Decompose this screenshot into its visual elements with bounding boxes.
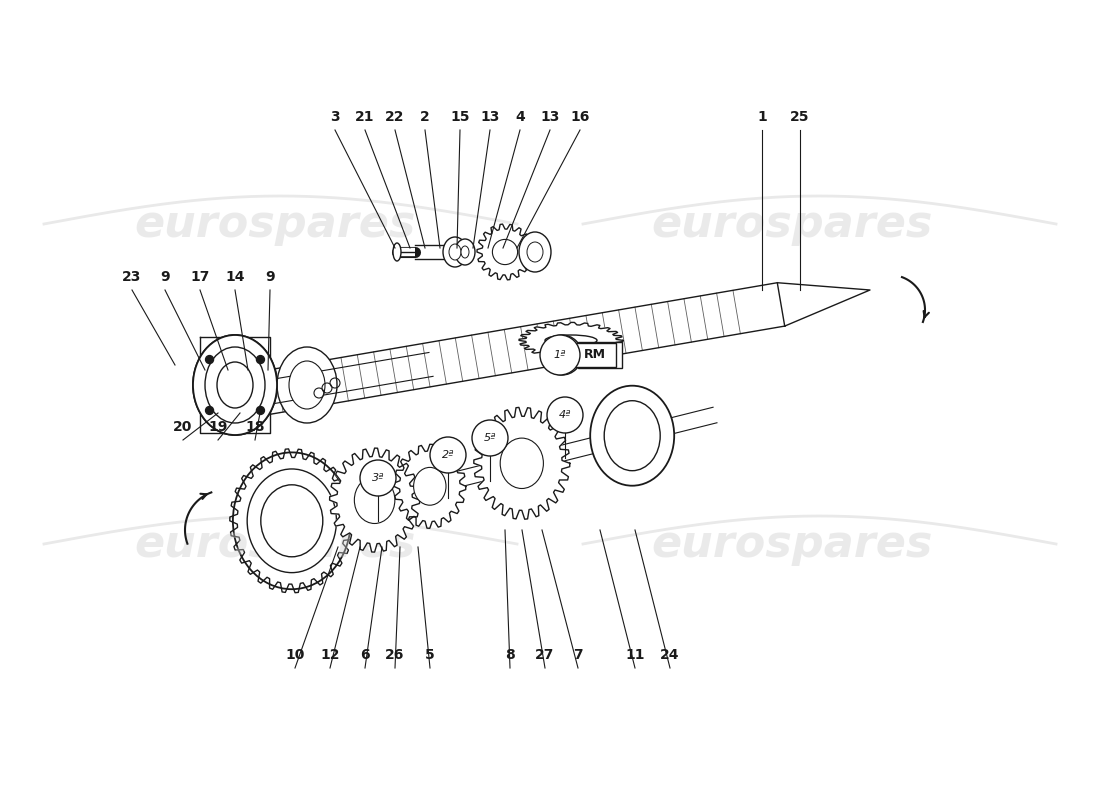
Circle shape: [472, 420, 508, 456]
Text: 18: 18: [245, 420, 265, 434]
Text: RM: RM: [588, 349, 610, 362]
Polygon shape: [778, 282, 870, 326]
Text: 22: 22: [385, 110, 405, 124]
Ellipse shape: [192, 335, 277, 435]
Ellipse shape: [192, 335, 277, 435]
Circle shape: [542, 335, 582, 375]
Text: 6: 6: [360, 648, 370, 662]
Text: 9: 9: [161, 270, 169, 284]
Ellipse shape: [519, 232, 551, 272]
Ellipse shape: [393, 243, 402, 261]
Text: 20: 20: [174, 420, 192, 434]
Text: 3ª: 3ª: [372, 473, 384, 483]
Text: eurospares: eurospares: [651, 202, 933, 246]
Text: 4ª: 4ª: [559, 410, 571, 420]
Ellipse shape: [217, 362, 253, 408]
FancyBboxPatch shape: [574, 343, 616, 367]
Ellipse shape: [414, 467, 446, 506]
Polygon shape: [230, 449, 354, 593]
Ellipse shape: [248, 469, 337, 573]
Circle shape: [360, 460, 396, 496]
Text: 16: 16: [570, 110, 590, 124]
Ellipse shape: [443, 237, 468, 267]
Ellipse shape: [289, 361, 324, 409]
Polygon shape: [519, 322, 623, 358]
Text: 8: 8: [505, 648, 515, 662]
Text: 13: 13: [481, 110, 499, 124]
Text: 9: 9: [265, 270, 275, 284]
Text: 25: 25: [790, 110, 810, 124]
Text: eurospares: eurospares: [134, 202, 416, 246]
Circle shape: [540, 335, 580, 375]
Ellipse shape: [493, 239, 518, 265]
Ellipse shape: [544, 335, 597, 346]
Circle shape: [256, 406, 264, 414]
Text: 26: 26: [385, 648, 405, 662]
Text: 13: 13: [540, 110, 560, 124]
Polygon shape: [330, 448, 419, 552]
Polygon shape: [477, 224, 534, 280]
Circle shape: [547, 397, 583, 433]
Text: 3: 3: [330, 110, 340, 124]
Text: 1: 1: [757, 110, 767, 124]
Ellipse shape: [233, 452, 351, 589]
Text: RM: RM: [584, 349, 606, 362]
Polygon shape: [200, 337, 270, 433]
Text: 1ª: 1ª: [556, 349, 569, 362]
Ellipse shape: [202, 345, 268, 425]
Text: 7: 7: [573, 648, 583, 662]
Ellipse shape: [500, 438, 543, 489]
Text: eurospares: eurospares: [134, 522, 416, 566]
Text: 17: 17: [190, 270, 210, 284]
Ellipse shape: [455, 239, 475, 265]
Text: 23: 23: [122, 270, 142, 284]
Text: 2: 2: [420, 110, 430, 124]
Text: 2ª: 2ª: [442, 450, 454, 460]
Ellipse shape: [213, 357, 257, 413]
Ellipse shape: [527, 242, 543, 262]
Text: 14: 14: [226, 270, 244, 284]
Text: 5ª: 5ª: [484, 433, 496, 443]
Text: 1ª: 1ª: [553, 350, 566, 360]
Ellipse shape: [261, 485, 322, 557]
Text: 5: 5: [425, 648, 435, 662]
Ellipse shape: [604, 401, 660, 470]
Text: eurospares: eurospares: [651, 522, 933, 566]
Circle shape: [256, 355, 264, 363]
FancyBboxPatch shape: [578, 342, 621, 368]
Ellipse shape: [354, 477, 395, 523]
Text: 15: 15: [450, 110, 470, 124]
Circle shape: [430, 437, 466, 473]
Text: 27: 27: [536, 648, 554, 662]
Text: 4: 4: [515, 110, 525, 124]
Circle shape: [206, 355, 213, 363]
Ellipse shape: [223, 370, 248, 400]
Text: 12: 12: [320, 648, 340, 662]
Ellipse shape: [205, 347, 265, 423]
Text: 19: 19: [208, 420, 228, 434]
Polygon shape: [394, 444, 465, 528]
Ellipse shape: [591, 386, 674, 486]
Polygon shape: [474, 407, 570, 519]
Text: 24: 24: [660, 648, 680, 662]
Ellipse shape: [243, 371, 255, 420]
Polygon shape: [415, 245, 446, 259]
Text: 21: 21: [355, 110, 375, 124]
Text: 11: 11: [625, 648, 645, 662]
Ellipse shape: [449, 244, 461, 260]
Ellipse shape: [277, 347, 337, 423]
Circle shape: [206, 406, 213, 414]
Text: 10: 10: [285, 648, 305, 662]
Ellipse shape: [461, 246, 469, 258]
